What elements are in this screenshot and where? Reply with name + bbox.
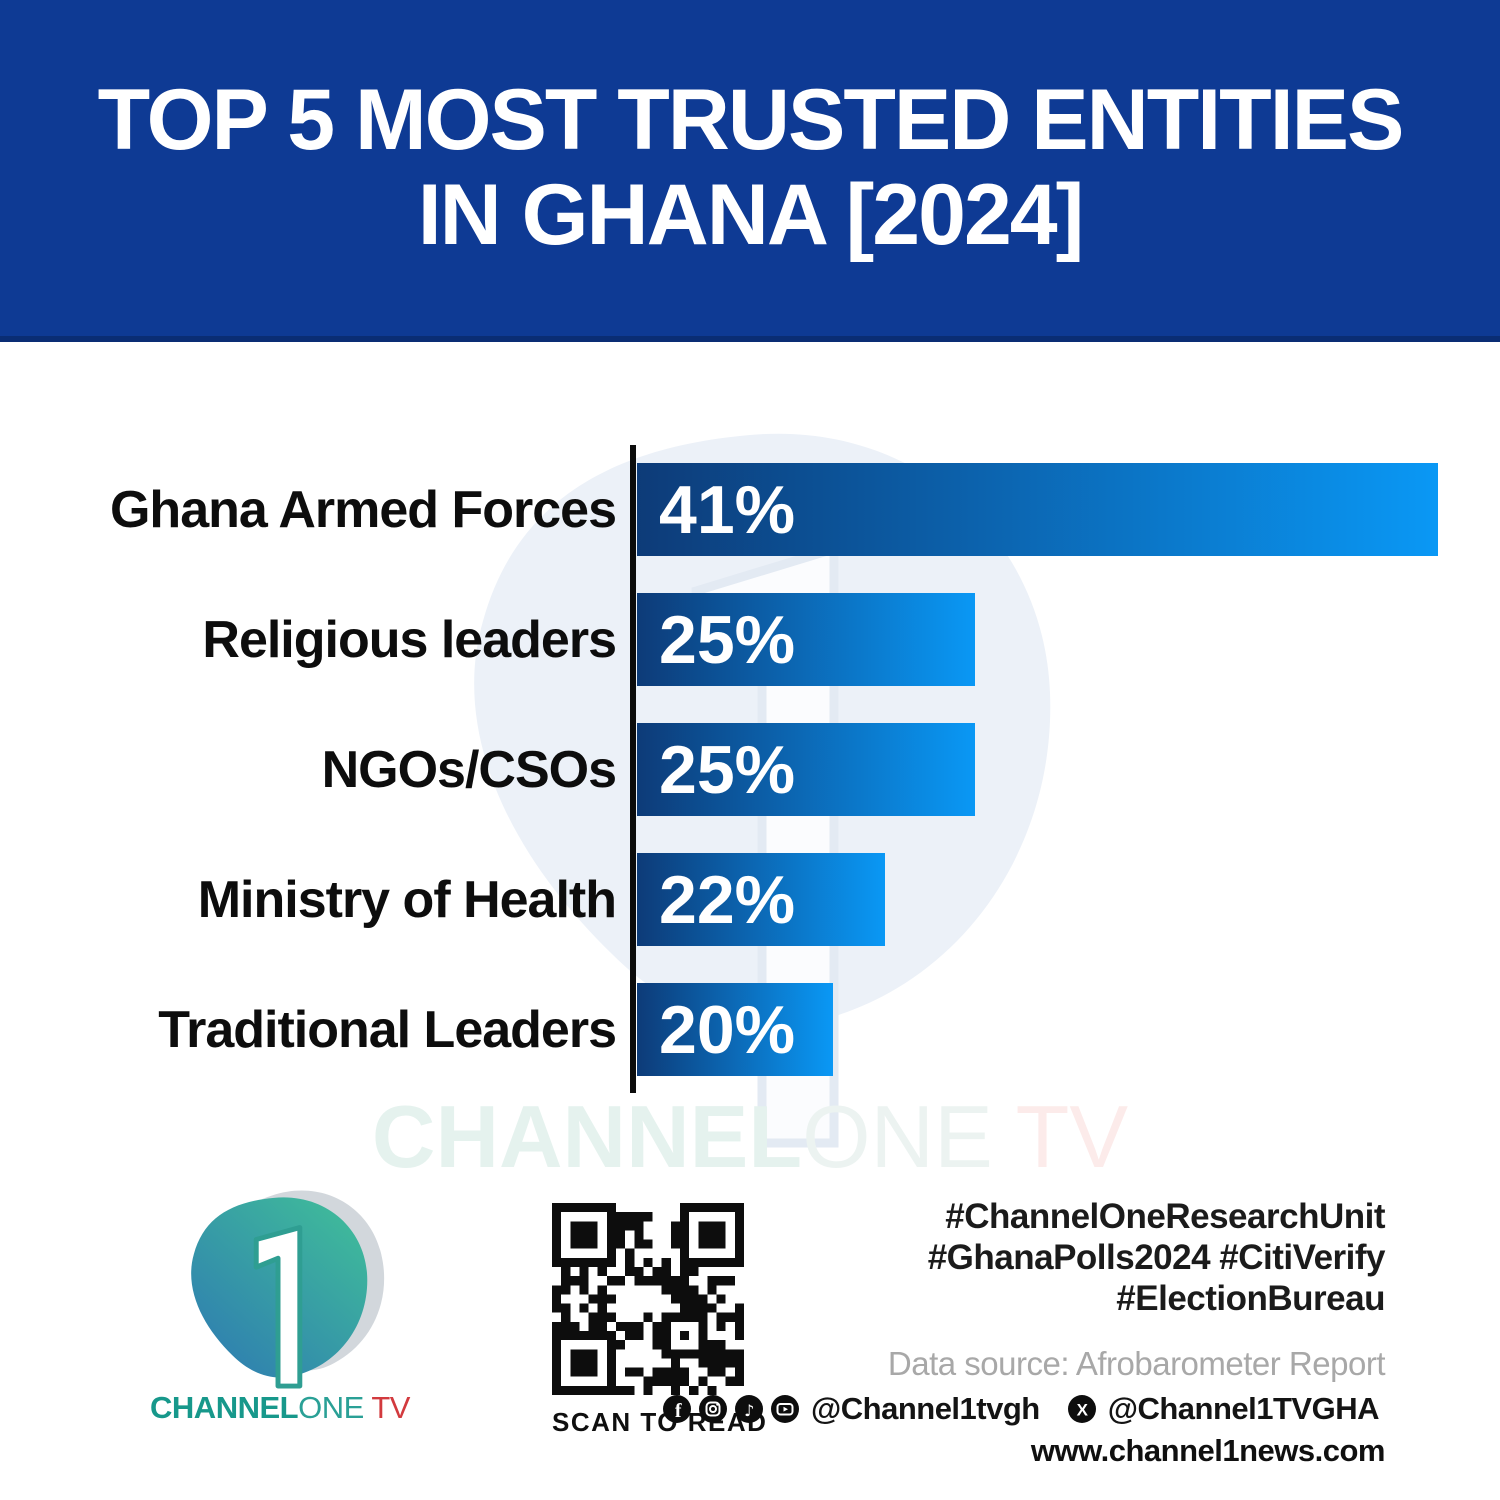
footer-right-block: #ChannelOneResearchUnit #GhanaPolls2024 …	[663, 1196, 1386, 1469]
value-label: 25%	[659, 731, 796, 808]
page-title-line-1: TOP 5 MOST TRUSTED ENTITIES	[97, 72, 1405, 168]
bar-row: Traditional Leaders 20%	[0, 983, 1500, 1076]
category-label: Religious leaders	[202, 610, 617, 669]
hashtags: #ChannelOneResearchUnit #GhanaPolls2024 …	[825, 1196, 1386, 1319]
hashtag-line-3: #ElectionBureau	[1116, 1279, 1385, 1318]
x-icon: X	[1067, 1395, 1096, 1423]
logo-wordmark: CHANNELONE TV	[150, 1390, 410, 1426]
youtube-icon	[771, 1395, 800, 1423]
logo-word-one: ONE	[298, 1390, 364, 1425]
bar-row: Religious leaders 25%	[0, 593, 1500, 686]
social-handle-1: @Channel1tvgh	[811, 1391, 1040, 1426]
social-handle-2: @Channel1TVGHA	[1107, 1391, 1380, 1426]
instagram-icon	[699, 1395, 728, 1423]
tiktok-icon: ♪	[735, 1395, 764, 1423]
watermark-tv: TV	[992, 1087, 1129, 1186]
hashtag-line-2: #GhanaPolls2024 #CitiVerify	[927, 1238, 1386, 1277]
category-label: Traditional Leaders	[158, 1000, 617, 1059]
page-title: TOP 5 MOST TRUSTED ENTITIES IN GHANA [20…	[97, 72, 1405, 263]
bar-row: Ghana Armed Forces 41%	[0, 463, 1500, 556]
category-label: Ghana Armed Forces	[109, 480, 617, 539]
bar-row: NGOs/CSOs 25%	[0, 723, 1500, 816]
value-bar: 41%	[637, 463, 1438, 556]
value-bar: 25%	[637, 593, 975, 686]
channel-one-logo: CHANNELONE TV	[150, 1182, 410, 1426]
page-title-line-2: IN GHANA [2024]	[417, 167, 1085, 263]
social-row: f ♪ @Channel1tvgh X @Channel1TVGHA	[663, 1391, 1385, 1427]
chart-axis	[630, 445, 636, 1093]
hashtag-line-1: #ChannelOneResearchUnit	[945, 1197, 1385, 1236]
value-bar: 25%	[637, 723, 975, 816]
watermark-wordmark: CHANNELONE TV	[0, 1086, 1500, 1188]
value-bar: 20%	[637, 983, 833, 1076]
svg-text:♪: ♪	[744, 1401, 754, 1420]
value-label: 41%	[659, 471, 796, 548]
data-source: Data source: Afrobarometer Report	[887, 1345, 1386, 1382]
value-label: 20%	[659, 991, 796, 1068]
header-banner: TOP 5 MOST TRUSTED ENTITIES IN GHANA [20…	[0, 0, 1500, 342]
watermark-channel: CHANNEL	[371, 1087, 803, 1186]
svg-text:f: f	[675, 1400, 682, 1422]
value-label: 22%	[659, 861, 796, 938]
website-url: www.channel1news.com	[1030, 1433, 1386, 1468]
logo-word-channel: CHANNEL	[150, 1390, 299, 1425]
facebook-icon: f	[663, 1395, 692, 1423]
category-label: NGOs/CSOs	[321, 740, 617, 799]
qr-code-block: SCAN TO READ	[552, 1203, 768, 1438]
value-label: 25%	[659, 601, 796, 678]
qr-code	[552, 1203, 744, 1395]
watermark-one: ONE	[802, 1087, 993, 1186]
category-label: Ministry of Health	[197, 870, 617, 929]
qr-label: SCAN TO READ	[552, 1407, 768, 1437]
bar-row: Ministry of Health 22%	[0, 853, 1500, 946]
logo-pick-icon	[191, 1190, 385, 1389]
logo-word-tv: TV	[363, 1390, 410, 1425]
value-bar: 22%	[637, 853, 885, 946]
svg-text:X: X	[1076, 1401, 1088, 1420]
